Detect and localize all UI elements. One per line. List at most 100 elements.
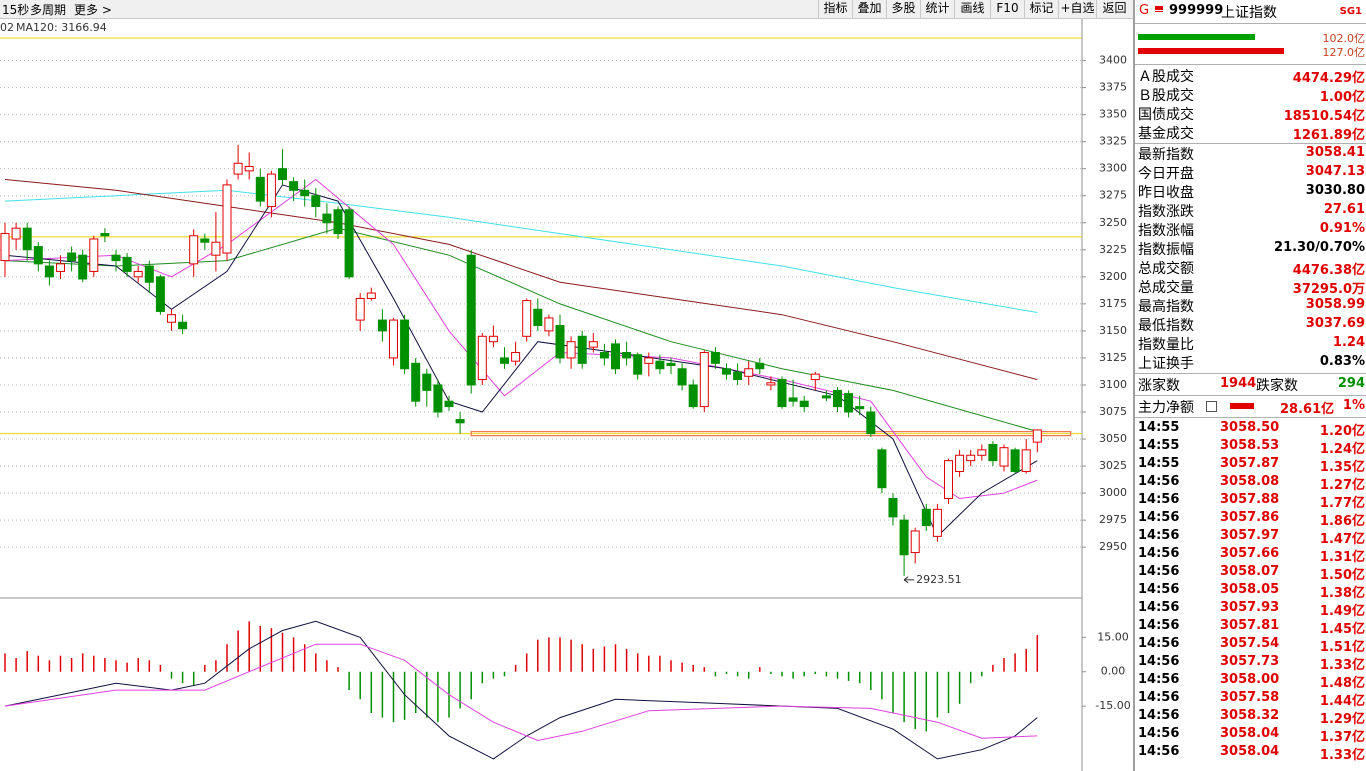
candle-body [133,270,143,278]
trade-price: 3058.04 [1220,744,1280,759]
trade-time: 14:56 [1138,672,1180,687]
candle-body [722,368,731,375]
candle-body [921,508,931,527]
candle-body [56,263,65,272]
trade-amount: 1.86亿 [1319,514,1365,529]
trade-price: 3058.00 [1220,672,1280,687]
toolbar-button[interactable]: 标记 [1024,0,1058,18]
trade-time: 14:56 [1138,618,1180,633]
table-icon[interactable] [1206,401,1217,412]
trade-time: 14:56 [1138,564,1180,579]
trade-amount: 1.29亿 [1319,712,1365,727]
toolbar-item[interactable]: 多周期 [30,3,67,17]
toolbar-button[interactable]: 多股 [886,0,920,18]
stat-value: 0.91% [1319,221,1365,236]
toolbar-item[interactable]: 15秒 [2,3,30,17]
trade-time: 14:56 [1138,510,1180,525]
down-label: 跌家数 [1256,378,1298,394]
stat-value: 3037.69 [1305,316,1365,331]
breadth-row: 涨家数 1944 跌家数 294 [1138,375,1365,394]
moving-average-line [4,178,1038,500]
candle-body [178,321,188,330]
candle-body [888,498,898,518]
trade-price: 3058.32 [1220,708,1280,723]
moving-average-line [4,184,1038,538]
candle-body [599,352,609,359]
candle-body [866,411,876,435]
stat-row: 最高指数 3058.99 [1138,296,1365,315]
stock-code: 999999 [1169,3,1224,18]
candle-body [677,368,687,386]
candle-body [910,530,920,554]
stock-name: 上证指数 [1221,5,1277,21]
trade-time: 14:55 [1138,420,1180,435]
stat-row: Ａ股成交 4474.29亿 [1138,66,1365,86]
candle-body [777,379,787,408]
y-tick-label: 2975 [1099,513,1127,526]
trade-amount: 1.48亿 [1319,676,1365,691]
candle-body [433,384,443,413]
trade-time: 14:56 [1138,708,1180,723]
y-tick-label: 3275 [1099,189,1127,202]
trade-time: 14:56 [1138,582,1180,597]
candle-body [844,393,854,413]
toolbar-button[interactable]: 统计 [920,0,954,18]
stat-row: 总成交额 4476.38亿 [1138,258,1365,278]
candle-body [977,449,987,456]
y-tick-label: 3375 [1099,81,1127,94]
candle-body [1021,449,1031,472]
trade-amount: 1.20亿 [1319,424,1365,439]
down-count: 294 [1337,376,1365,391]
trade-amount: 1.45亿 [1319,622,1365,637]
candle-body [1010,449,1020,472]
stat-label: 基金成交 [1138,126,1194,142]
candle-body [289,181,299,191]
moving-average-line [4,227,1038,432]
toolbar-button[interactable]: F10 [990,0,1024,18]
toolbar-button[interactable]: 返回 [1096,0,1132,18]
trade-row: 14:55 3058.53 1.24亿 [1138,438,1365,457]
stat-row: 昨日收盘 3030.80 [1138,182,1365,201]
candle-body [533,308,543,326]
candle-body [322,213,332,224]
trade-price: 3057.58 [1220,690,1280,705]
market-mark: G [1139,3,1150,18]
candle-body [67,252,77,262]
candle-body [255,176,265,202]
indicator-label: MA120: 3166.94 [16,21,107,34]
annotation-label: 2923.51 [916,573,962,586]
sep [1135,143,1366,144]
stat-value: 1261.89亿 [1292,128,1365,143]
trade-price: 3057.81 [1220,618,1280,633]
trade-price: 3057.93 [1220,600,1280,615]
flow-bar [1138,48,1285,54]
candle-body [810,373,820,381]
candle-body [588,341,598,348]
candle-body [710,352,720,364]
y-tick-label: 3125 [1099,351,1127,364]
trade-amount: 1.33亿 [1319,658,1365,673]
toolbar-button[interactable]: 叠加 [852,0,886,18]
trade-row: 14:56 3058.08 1.27亿 [1138,474,1365,493]
trade-row: 14:55 3057.87 1.35亿 [1138,456,1365,475]
candle-body [466,254,476,386]
candle-body [111,254,121,262]
candle-body [944,460,953,500]
trade-price: 3057.66 [1220,546,1280,561]
moving-average-line [4,179,1038,381]
y-tick-label: 3100 [1099,378,1127,391]
toolbar-item[interactable]: 更多 > [74,3,112,17]
trade-time: 14:56 [1138,726,1180,741]
candle-body [389,319,398,359]
trade-price: 3057.97 [1220,528,1280,543]
trade-amount: 1.38亿 [1319,586,1365,601]
toolbar-button[interactable]: 画线 [954,0,990,18]
toolbar-button[interactable]: +自选 [1058,0,1096,18]
trade-time: 14:56 [1138,690,1180,705]
toolbar-button[interactable]: 指标 [818,0,852,18]
stat-label: 上证换手 [1138,356,1194,372]
stat-row: 今日开盘 3047.13 [1138,163,1365,182]
stat-value: 0.83% [1319,354,1365,369]
y-tick-label: 3000 [1099,486,1127,499]
trade-price: 3058.53 [1220,438,1280,453]
